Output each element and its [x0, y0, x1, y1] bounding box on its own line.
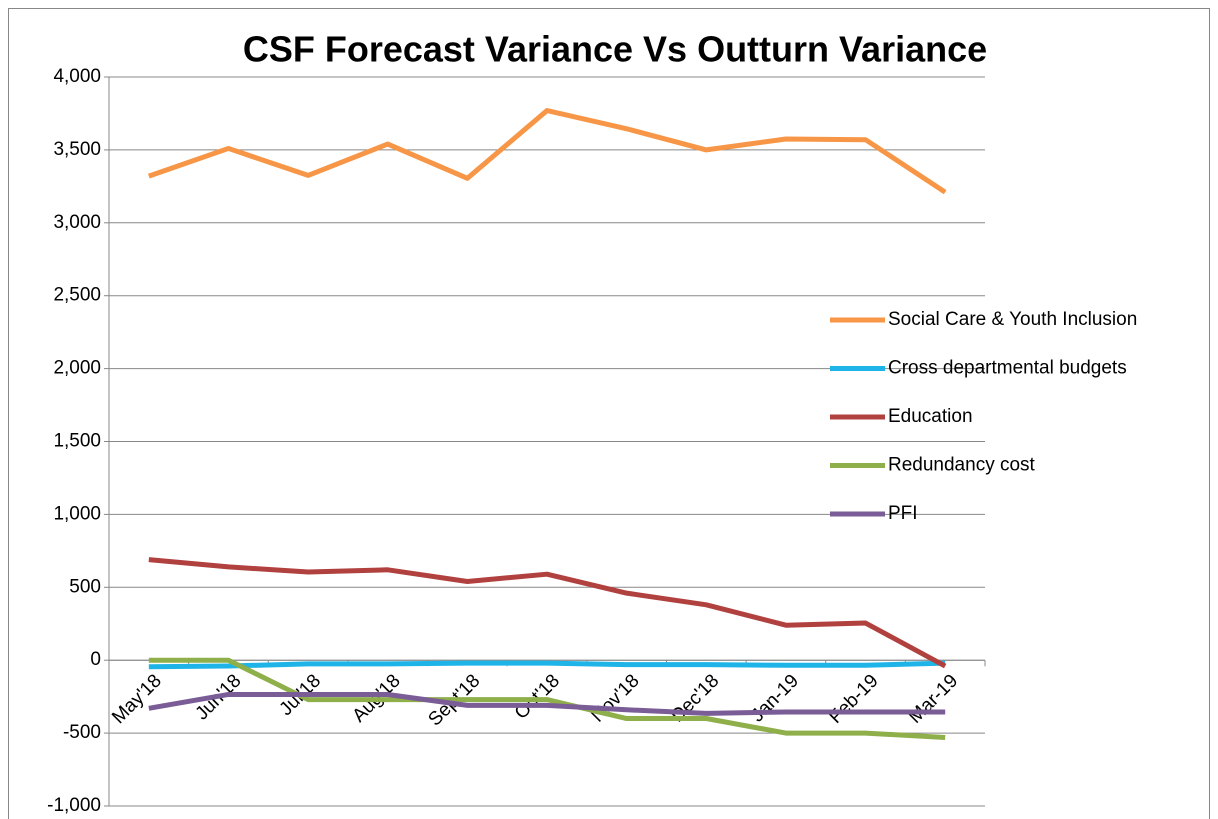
y-tick-label: 1,500	[53, 431, 101, 452]
legend-label: Cross departmental budgets	[888, 358, 1127, 379]
chart-border	[8, 8, 1210, 819]
y-tick-label: 3,000	[53, 212, 101, 233]
y-tick-label: 3,500	[53, 139, 101, 160]
y-tick-label: 500	[69, 576, 101, 597]
series-line	[148, 691, 946, 716]
y-tick-label: -1,000	[47, 795, 101, 816]
y-tick-label: 1,000	[53, 503, 101, 524]
y-tick-label: 4,000	[53, 66, 101, 87]
series-line	[147, 108, 947, 195]
legend-label: Social Care & Youth Inclusion	[888, 309, 1137, 330]
series-line	[148, 660, 946, 670]
legend-label: Redundancy cost	[888, 455, 1036, 476]
legend-label: Education	[888, 406, 973, 427]
y-tick-label: 2,500	[53, 285, 101, 306]
series-line	[148, 657, 946, 740]
chart-title: CSF Forecast Variance Vs Outturn Varianc…	[243, 29, 987, 70]
legend-label: PFI	[888, 503, 918, 524]
y-tick-label: -500	[63, 722, 101, 743]
y-tick-label: 0	[90, 649, 101, 670]
y-tick-label: 2,000	[53, 358, 101, 379]
series-line	[148, 557, 947, 669]
